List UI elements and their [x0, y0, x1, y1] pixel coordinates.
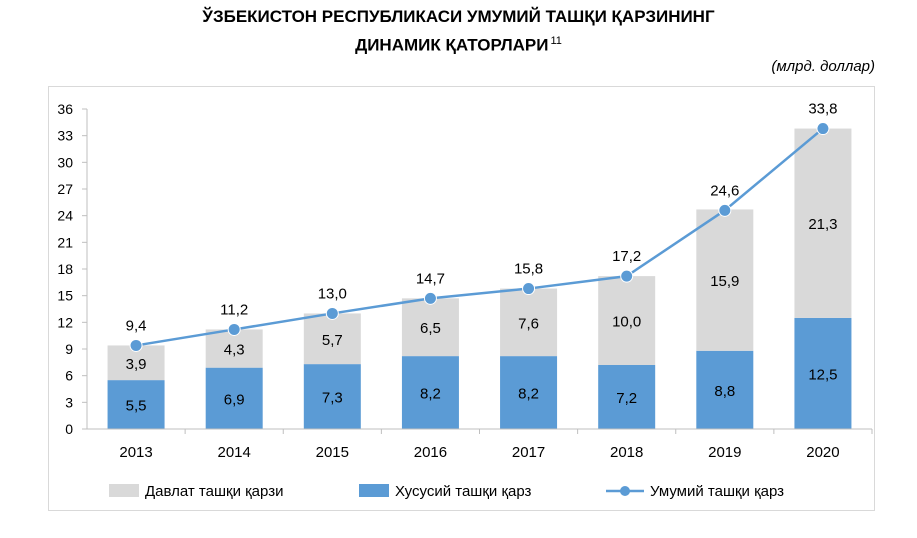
bar-government-2019	[696, 209, 754, 351]
label-private-2020: 12,5	[808, 366, 837, 383]
legend-label-government: Давлат ташқи қарзи	[145, 483, 283, 500]
total-point-2020	[816, 122, 830, 136]
bar-private-2017	[500, 356, 558, 429]
label-total-2016: 14,7	[416, 270, 445, 287]
chart-frame	[48, 86, 875, 511]
legend-marker-total	[620, 486, 630, 496]
label-government-2018: 10,0	[612, 314, 641, 331]
label-government-2013: 3,9	[126, 356, 147, 373]
chart-title-line-1: ЎЗБЕКИСТОН РЕСПУБЛИКАСИ УМУМИЙ ТАШҚИ ҚАР…	[202, 7, 715, 26]
total-point-2017	[522, 282, 536, 296]
label-private-2016: 8,2	[420, 386, 441, 403]
label-private-2015: 7,3	[322, 390, 343, 407]
legend-swatch-private	[359, 484, 389, 497]
label-government-2015: 5,7	[322, 332, 343, 349]
label-private-2014: 6,9	[224, 391, 245, 408]
footnote-mark: 11	[550, 35, 562, 47]
legend-label-private: Хусусий ташқи қарз	[395, 483, 532, 500]
label-government-2017: 7,6	[518, 315, 539, 332]
bar-private-2020	[794, 317, 852, 429]
label-private-2018: 7,2	[616, 390, 637, 407]
bar-private-2019	[696, 350, 754, 429]
x-tick-label: 2020	[806, 444, 839, 461]
bar-government-2016	[401, 298, 459, 357]
bar-private-2015	[303, 364, 361, 429]
bar-private-2013	[107, 380, 165, 429]
bar-government-2017	[500, 288, 558, 357]
x-tick-label: 2018	[610, 444, 643, 461]
total-point-2013	[129, 338, 143, 352]
bar-government-2020	[794, 128, 852, 318]
y-tick-label: 3	[65, 394, 73, 410]
x-tick-label: 2017	[512, 444, 545, 461]
y-tick-label: 15	[57, 288, 73, 304]
label-total-2015: 13,0	[318, 285, 347, 302]
total-point-2014	[227, 322, 241, 336]
unit-label: (млрд. доллар)	[771, 58, 875, 75]
legend-swatch-government	[109, 484, 139, 497]
x-tick-label: 2016	[414, 444, 447, 461]
bar-private-2018	[598, 365, 656, 429]
x-tick-label: 2019	[708, 444, 741, 461]
x-tick-label: 2013	[119, 444, 152, 461]
y-tick-label: 30	[57, 154, 73, 170]
label-government-2016: 6,5	[420, 320, 441, 337]
label-private-2017: 8,2	[518, 386, 539, 403]
bar-private-2016	[401, 356, 459, 429]
bar-government-2015	[303, 313, 361, 365]
label-total-2018: 17,2	[612, 248, 641, 265]
chart-title-line-2: ДИНАМИК ҚАТОРЛАРИ 11	[0, 30, 917, 57]
label-total-2017: 15,8	[514, 261, 543, 278]
y-tick-label: 9	[65, 341, 73, 357]
y-tick-label: 12	[57, 314, 73, 330]
total-point-2015	[325, 306, 339, 320]
y-tick-label: 6	[65, 368, 73, 384]
label-private-2019: 8,8	[714, 383, 735, 400]
label-total-2019: 24,6	[710, 182, 739, 199]
y-tick-label: 0	[65, 421, 73, 437]
label-government-2020: 21,3	[808, 216, 837, 233]
total-point-2016	[423, 291, 437, 305]
label-total-2014: 11,2	[220, 301, 248, 318]
total-debt-line	[135, 127, 824, 347]
y-tick-label: 18	[57, 261, 73, 277]
label-total-2020: 33,8	[808, 101, 837, 118]
total-point-2018	[620, 269, 634, 283]
label-government-2019: 15,9	[710, 273, 739, 290]
y-tick-label: 36	[57, 101, 73, 117]
chart-title-text: ДИНАМИК ҚАТОРЛАРИ	[355, 35, 549, 55]
y-tick-label: 33	[57, 128, 73, 144]
label-private-2013: 5,5	[126, 398, 147, 415]
bar-government-2018	[598, 276, 656, 365]
x-tick-label: 2014	[218, 444, 251, 461]
y-tick-label: 21	[57, 234, 73, 250]
x-tick-label: 2015	[316, 444, 349, 461]
label-government-2014: 4,3	[224, 342, 245, 359]
y-tick-label: 27	[57, 181, 73, 197]
total-point-2019	[718, 203, 732, 217]
bar-private-2014	[205, 367, 263, 429]
label-total-2013: 9,4	[126, 317, 147, 334]
y-tick-label: 24	[57, 208, 73, 224]
legend-label-total: Умумий ташқи қарз	[650, 483, 784, 500]
